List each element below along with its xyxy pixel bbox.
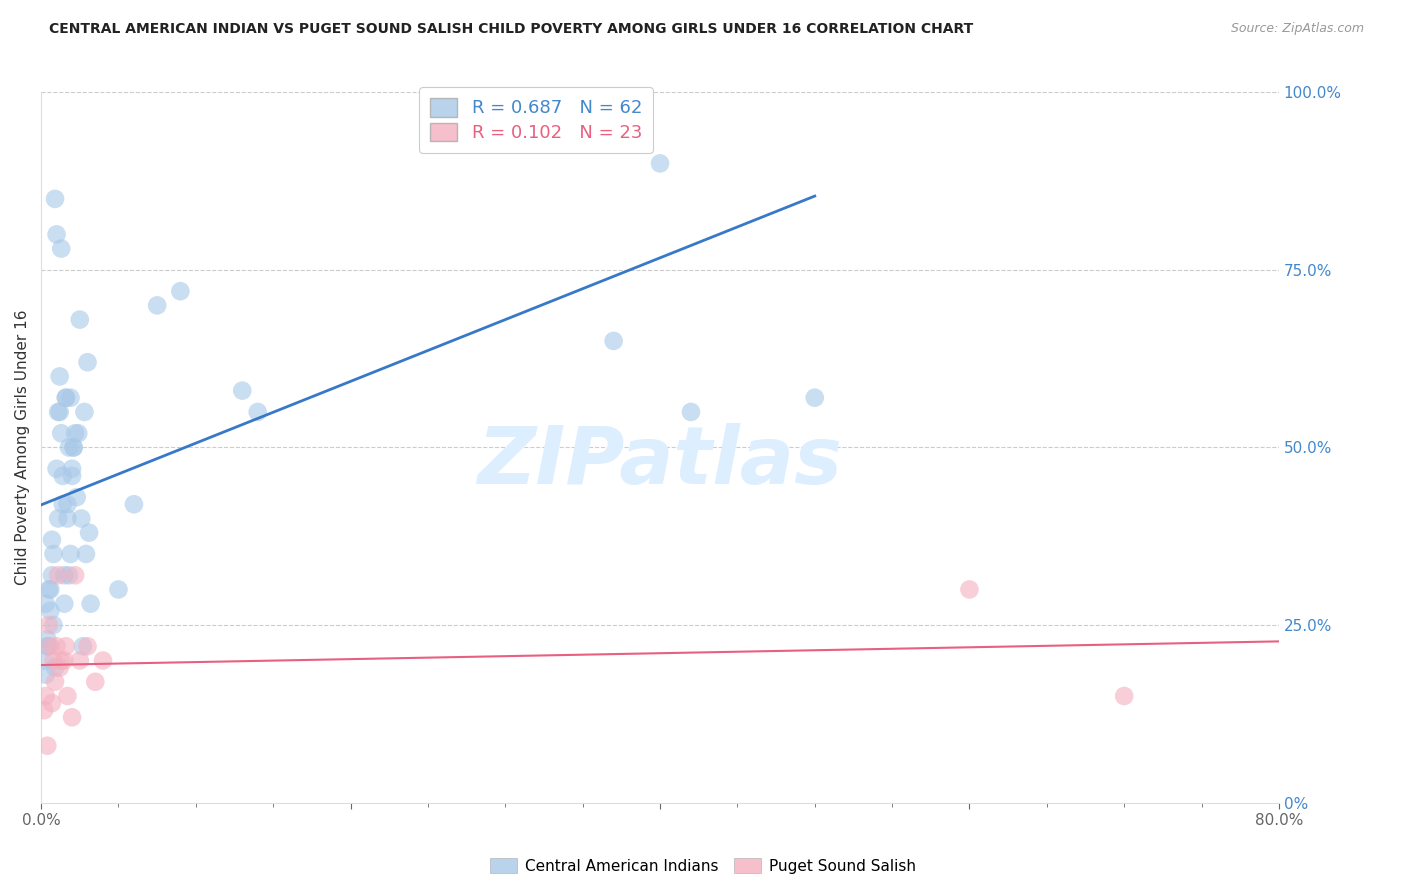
Point — [42, 547, 65, 561]
Point — [77, 525, 100, 540]
Point — [46, 405, 69, 419]
Point — [55, 391, 77, 405]
Point — [32, 653, 55, 667]
Point — [59, 391, 82, 405]
Text: CENTRAL AMERICAN INDIAN VS PUGET SOUND SALISH CHILD POVERTY AMONG GIRLS UNDER 16: CENTRAL AMERICAN INDIAN VS PUGET SOUND S… — [49, 22, 973, 37]
Point — [679, 405, 702, 419]
Point — [76, 355, 98, 369]
Point — [84, 674, 107, 689]
Point — [39, 582, 62, 597]
Point — [39, 640, 62, 654]
Point — [60, 710, 83, 724]
Point — [41, 533, 63, 547]
Point — [45, 640, 67, 654]
Point — [107, 582, 129, 597]
Point — [55, 391, 77, 405]
Point — [32, 703, 55, 717]
Point — [63, 426, 86, 441]
Point — [571, 86, 593, 100]
Point — [38, 640, 60, 654]
Point — [51, 242, 73, 256]
Point — [52, 468, 75, 483]
Point — [48, 405, 70, 419]
Point — [79, 597, 101, 611]
Point — [48, 369, 70, 384]
Point — [37, 632, 59, 647]
Point — [76, 640, 98, 654]
Point — [37, 640, 59, 654]
Point — [35, 597, 58, 611]
Y-axis label: Child Poverty Among Girls Under 16: Child Poverty Among Girls Under 16 — [15, 310, 30, 585]
Point — [53, 568, 76, 582]
Point — [58, 441, 80, 455]
Point — [72, 640, 94, 654]
Point — [60, 462, 83, 476]
Point — [45, 462, 67, 476]
Point — [246, 405, 269, 419]
Point — [169, 284, 191, 298]
Point — [231, 384, 253, 398]
Legend: R = 0.687   N = 62, R = 0.102   N = 23: R = 0.687 N = 62, R = 0.102 N = 23 — [419, 87, 652, 153]
Point — [51, 426, 73, 441]
Point — [494, 120, 516, 135]
Point — [44, 660, 66, 674]
Point — [35, 667, 58, 681]
Text: Source: ZipAtlas.com: Source: ZipAtlas.com — [1230, 22, 1364, 36]
Point — [73, 405, 96, 419]
Point — [62, 441, 84, 455]
Point — [46, 568, 69, 582]
Point — [602, 334, 624, 348]
Point — [122, 497, 145, 511]
Point — [37, 739, 59, 753]
Point — [146, 298, 169, 312]
Point — [38, 582, 60, 597]
Point — [48, 660, 70, 674]
Point — [69, 653, 91, 667]
Point — [70, 511, 93, 525]
Point — [56, 511, 79, 525]
Point — [67, 426, 90, 441]
Point — [41, 696, 63, 710]
Point — [60, 468, 83, 483]
Point — [59, 547, 82, 561]
Point — [52, 497, 75, 511]
Point — [69, 312, 91, 326]
Point — [44, 192, 66, 206]
Text: ZIPatlas: ZIPatlas — [478, 423, 842, 500]
Point — [1114, 689, 1136, 703]
Point — [66, 490, 89, 504]
Point — [803, 391, 825, 405]
Point — [58, 568, 80, 582]
Point — [44, 674, 66, 689]
Legend: Central American Indians, Puget Sound Salish: Central American Indians, Puget Sound Sa… — [484, 852, 922, 880]
Point — [959, 582, 981, 597]
Point — [51, 653, 73, 667]
Point — [39, 604, 62, 618]
Point — [53, 653, 76, 667]
Point — [53, 597, 76, 611]
Point — [62, 441, 84, 455]
Point — [91, 653, 114, 667]
Point — [41, 568, 63, 582]
Point — [56, 689, 79, 703]
Point — [63, 568, 86, 582]
Point — [46, 511, 69, 525]
Point — [56, 497, 79, 511]
Point — [35, 689, 58, 703]
Point — [42, 653, 65, 667]
Point — [648, 156, 671, 170]
Point — [55, 640, 77, 654]
Point — [42, 618, 65, 632]
Point — [45, 227, 67, 242]
Point — [38, 618, 60, 632]
Point — [75, 547, 97, 561]
